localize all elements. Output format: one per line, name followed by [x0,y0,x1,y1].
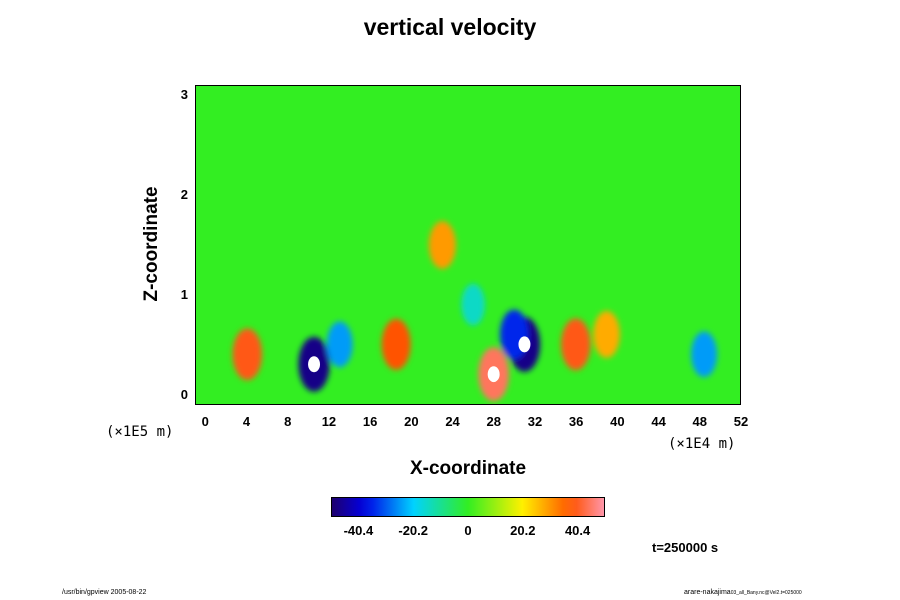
x-tick-label: 4 [242,414,251,429]
field-feature [461,283,485,326]
time-label: t=250000 s [652,540,719,555]
field-feature [691,331,718,378]
y-unit-label: (×1E5 m) [106,424,174,440]
x-tick-label: 0 [201,414,209,429]
x-tick-label: 16 [362,414,378,429]
y-tick-label: 2 [180,187,188,202]
plot-area [195,85,741,405]
field-feature [428,221,456,269]
field-feature [232,328,263,381]
colorbar-tick-label: 0 [464,523,472,538]
x-tick-label: 8 [284,414,292,429]
footer-right: arare-nakajima03_all_Bany.nc@Vel2.t=0250… [684,589,802,596]
x-tick-label: 44 [651,414,666,429]
field-feature [593,310,620,358]
x-tick-label: 40 [610,414,625,429]
velocity-field [232,221,718,402]
field-feature [326,321,353,368]
x-axis-label: X-coordinate [409,458,527,479]
footer-right-main: arare-nakajima [684,589,731,596]
field-feature-core [487,366,500,383]
x-tick-label: 20 [404,414,419,429]
field-feature-core [308,356,321,373]
y-axis-label: Z-coordinate [141,186,162,302]
x-tick-label: 52 [733,414,749,429]
colorbar [331,497,605,517]
field-feature-core [518,336,531,353]
x-tick-label: 48 [692,414,708,429]
field-feature [561,318,591,371]
y-tick-label: 1 [180,287,188,302]
y-tick-label: 0 [180,387,188,402]
x-unit-label: (×1E4 m) [668,436,736,452]
colorbar-tick-label: -40.4 [343,523,374,538]
x-tick-label: 32 [527,414,543,429]
x-tick-label: 28 [486,414,501,429]
colorbar-tick-label: 40.4 [564,523,591,538]
x-tick-label: 24 [445,414,460,429]
y-tick-label: 3 [180,87,188,102]
colorbar-tick-label: 20.2 [510,523,536,538]
field-feature [381,318,411,370]
footer-right-small: 03_all_Bany.nc@Vel2.t=025000 [730,590,802,596]
x-tick-label: 36 [568,414,584,429]
chart-title: vertical velocity [363,14,537,40]
x-tick-label: 12 [321,414,337,429]
footer-left: /usr/bin/gpview 2005-08-22 [62,589,147,596]
colorbar-tick-label: -20.2 [398,523,428,538]
